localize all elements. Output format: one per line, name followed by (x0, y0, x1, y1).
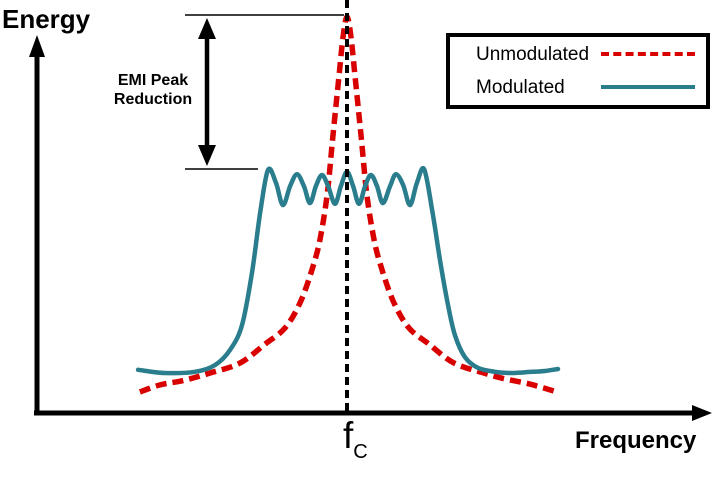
legend-label-unmodulated: Unmodulated (476, 43, 590, 65)
legend-label-modulated: Modulated (476, 76, 565, 98)
emi-annotation-line1: EMI Peak (117, 72, 189, 89)
modulated-curve (135, 165, 561, 376)
legend-modulated-line-sample-icon (601, 85, 695, 89)
y-axis-arrowhead-icon (29, 35, 45, 57)
legend-row-unmodulated: Unmodulated (450, 38, 706, 71)
arrow-up-head-icon (198, 18, 216, 39)
emi-annotation-line2: Reduction (113, 91, 193, 108)
legend-box: Unmodulated Modulated (446, 33, 710, 109)
axes (29, 35, 712, 421)
arrow-down-head-icon (198, 145, 216, 166)
legend-unmodulated-line-sample-icon (601, 52, 695, 56)
carrier-subscript: C (353, 441, 368, 463)
emi-peak-reduction-annotation: EMI Peak Reduction (103, 71, 203, 109)
y-axis-label: Energy (2, 4, 91, 34)
x-axis-label: Frequency (575, 427, 697, 454)
legend-row-modulated: Modulated (450, 71, 706, 104)
x-axis-arrowhead-icon (692, 405, 712, 421)
emi-reduction-double-arrow-icon (198, 18, 216, 166)
carrier-frequency-label: fC (343, 415, 368, 464)
carrier-symbol: f (343, 415, 354, 456)
